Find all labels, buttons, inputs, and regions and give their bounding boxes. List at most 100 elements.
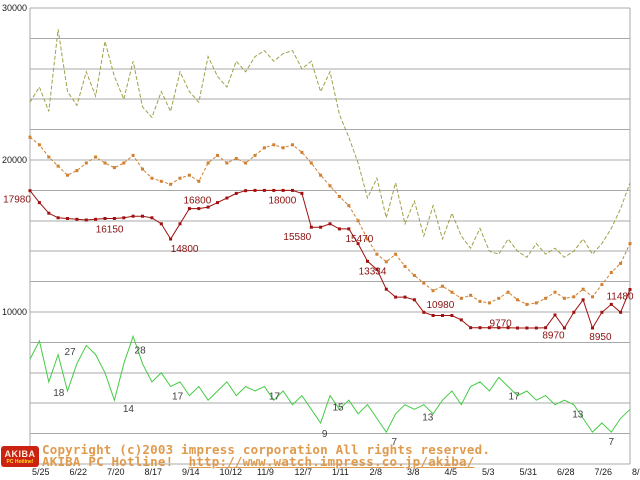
series-lowest-price-marker (516, 326, 519, 330)
series-average-price-marker (216, 153, 219, 157)
x-axis-label: 7/26 (595, 467, 613, 477)
series-lowest-price-marker (459, 318, 463, 322)
series-average-price-marker (262, 146, 266, 150)
series-average-price-marker (244, 161, 248, 165)
series-lowest-price-marker (150, 216, 154, 220)
series-lowest-price-marker (506, 326, 510, 330)
series-lowest-price-marker (394, 295, 398, 299)
series-shop-count-line (29, 334, 631, 434)
series-average-price-marker (94, 155, 98, 159)
series-average-price-marker (628, 242, 632, 246)
series-average-price-marker (47, 155, 51, 159)
series-lowest-price-marker (384, 287, 388, 291)
series-lowest-price-marker (469, 326, 473, 330)
series-lowest-price-marker (169, 237, 173, 241)
value-label-7: 7 (392, 437, 398, 448)
series-average-price-marker (319, 173, 323, 177)
series-lowest-price-marker (56, 216, 60, 220)
series-average-price-marker (309, 161, 313, 165)
series-average-price-marker (487, 301, 491, 305)
series-lowest-price-marker (600, 310, 604, 314)
value-label-14: 14 (123, 404, 135, 415)
series-average-price-marker (422, 281, 426, 285)
series-average-price-marker (187, 173, 191, 177)
series-average-price-marker (281, 146, 285, 150)
series-lowest-price-marker (28, 189, 32, 193)
series-lowest-price-marker (366, 259, 369, 263)
series-average-price-marker (84, 161, 88, 165)
series-average-price-marker (572, 295, 576, 299)
series-lowest-price-marker (619, 310, 623, 314)
x-axis-label: 10/12 (220, 467, 243, 477)
series-lowest-price-marker (581, 298, 585, 302)
value-label-7: 7 (609, 437, 615, 448)
x-axis-label: 3/8 (407, 467, 420, 477)
series-average-price-marker (206, 161, 210, 165)
series-average-price-marker (609, 271, 613, 274)
series-lowest-price-marker (422, 310, 426, 314)
series-lowest-price-marker (562, 326, 566, 330)
value-label-13: 13 (572, 410, 584, 421)
value-label-18: 18 (53, 388, 65, 399)
series-lowest-price-marker (94, 217, 98, 221)
series-lowest-price-marker (47, 211, 51, 215)
series-average-price-marker (234, 157, 238, 160)
series-average-price-marker (441, 284, 444, 288)
x-axis-label: 1/11 (332, 467, 349, 477)
series-average-price-marker (291, 143, 294, 147)
x-axis-label: 5/31 (520, 467, 538, 477)
series-average-price-marker (497, 296, 501, 300)
series-lowest-price-marker (478, 326, 482, 330)
value-label-14800: 14800 (171, 244, 199, 255)
value-label-16150: 16150 (96, 225, 124, 236)
x-axis-label: 8/17 (145, 467, 163, 477)
series-average-price-marker (553, 290, 557, 294)
site-url-link[interactable]: http://www.watch.impress.co.jp/akiba/ (188, 454, 475, 469)
series-lowest-price-marker (178, 222, 182, 226)
series-average-price-marker (516, 298, 519, 302)
series-lowest-price-marker (628, 288, 632, 291)
series-average-price-marker (66, 173, 69, 177)
copyright-text: Copyright (c)2003 impress corporation Al… (42, 442, 491, 457)
series-lowest-price-marker (309, 225, 313, 229)
value-label-10980: 10980 (426, 300, 454, 311)
series-lowest-price-marker (272, 188, 276, 192)
series-lowest-price-marker (103, 217, 107, 220)
series-average-price-marker (366, 237, 369, 241)
x-axis-label: 11/9 (257, 467, 274, 477)
value-label-9770: 9770 (489, 319, 512, 330)
series-average-price-marker (56, 164, 60, 168)
series-average-price-marker (394, 252, 398, 256)
x-axis-label: 7/20 (107, 467, 125, 477)
series-average-price-marker (103, 161, 107, 165)
series-average-price-marker (131, 153, 135, 157)
series-lowest-price-marker (112, 217, 116, 220)
series-average-price-marker (225, 161, 229, 165)
series-average-price-marker (469, 293, 473, 297)
series-lowest-price-marker (431, 314, 435, 317)
series-lowest-price-marker (525, 326, 529, 330)
series-average-price-marker (150, 176, 154, 180)
series-lowest-price-marker (337, 227, 341, 231)
series-lowest-price-marker (281, 188, 285, 192)
series-average-price-marker (459, 296, 463, 300)
series-lowest-price-marker (534, 326, 538, 330)
series-lowest-price-marker (225, 196, 229, 200)
series-lowest-price-marker (37, 201, 41, 205)
x-axis-label: 6/28 (557, 467, 575, 477)
value-label-17: 17 (269, 392, 281, 403)
series-lowest-price-marker (216, 201, 219, 205)
series-lowest-price-marker (403, 295, 407, 299)
series-average-price-marker (347, 204, 351, 208)
series-lowest-price-marker (544, 326, 548, 330)
series-lowest-price-marker (291, 188, 294, 192)
series-average-price-marker (591, 295, 594, 299)
series-average-price-marker (159, 179, 163, 183)
value-label-17: 17 (509, 392, 521, 403)
series-lowest-price-marker (159, 222, 163, 226)
value-label-13334: 13334 (359, 266, 387, 277)
x-axis-label: 12/7 (295, 467, 313, 477)
series-average-price-marker (272, 143, 276, 147)
series-lowest-price-marker (234, 191, 238, 195)
series-lowest-price-marker (300, 191, 304, 195)
